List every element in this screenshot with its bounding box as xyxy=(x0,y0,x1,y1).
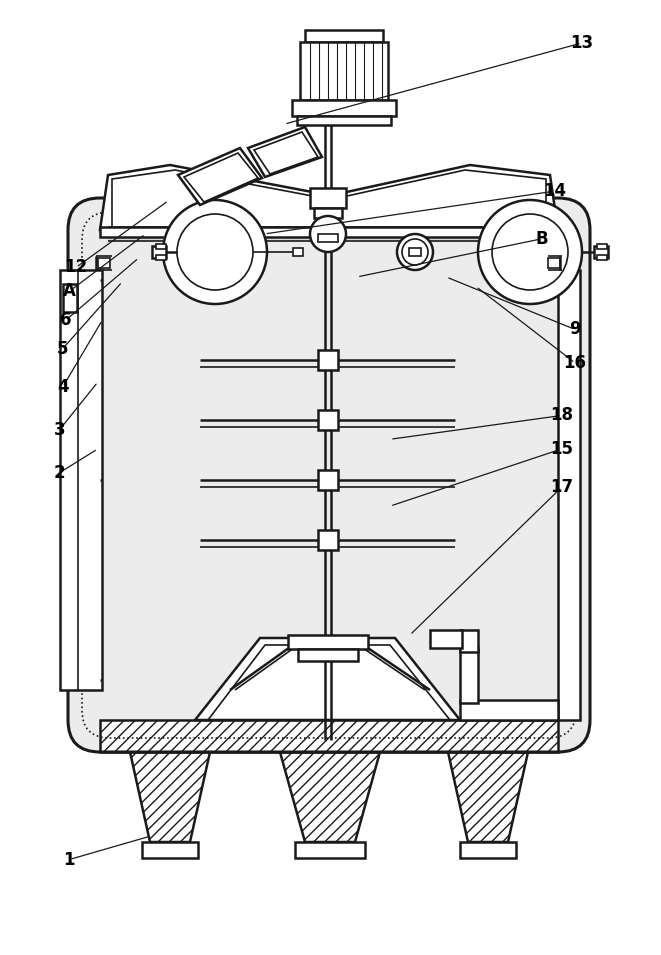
Polygon shape xyxy=(448,752,528,842)
FancyBboxPatch shape xyxy=(68,198,590,752)
Bar xyxy=(594,246,608,258)
Bar xyxy=(98,258,110,268)
Bar xyxy=(318,350,338,370)
Bar xyxy=(430,630,462,648)
Text: 6: 6 xyxy=(60,311,72,329)
Bar xyxy=(558,270,580,720)
Bar xyxy=(548,258,560,268)
Bar xyxy=(295,842,365,858)
Circle shape xyxy=(310,216,346,252)
Bar xyxy=(597,255,607,260)
Polygon shape xyxy=(248,127,322,177)
Bar xyxy=(297,116,391,125)
Text: 13: 13 xyxy=(570,34,593,52)
Bar xyxy=(460,842,516,858)
Text: A: A xyxy=(63,283,76,300)
Bar xyxy=(142,842,198,858)
Bar xyxy=(100,720,558,752)
Bar xyxy=(293,248,303,256)
Text: 18: 18 xyxy=(551,407,573,424)
Bar xyxy=(318,234,338,242)
Text: B: B xyxy=(535,230,549,247)
Bar xyxy=(108,227,550,241)
Text: 9: 9 xyxy=(569,321,581,338)
Bar xyxy=(156,244,166,249)
Bar xyxy=(63,284,77,312)
Bar xyxy=(318,410,338,430)
Text: 1: 1 xyxy=(63,851,75,868)
Bar xyxy=(318,470,338,490)
Bar xyxy=(460,630,478,652)
Bar xyxy=(460,648,478,703)
Circle shape xyxy=(163,200,267,304)
Polygon shape xyxy=(178,148,262,205)
Bar xyxy=(318,530,338,550)
Bar xyxy=(597,244,607,249)
Text: 15: 15 xyxy=(551,440,573,457)
Bar xyxy=(156,255,166,260)
Text: 3: 3 xyxy=(54,421,65,438)
Bar xyxy=(409,248,421,256)
Bar xyxy=(298,649,358,661)
Text: 16: 16 xyxy=(564,354,586,371)
Text: 5: 5 xyxy=(57,340,69,357)
Polygon shape xyxy=(100,165,328,230)
Bar xyxy=(300,42,388,100)
Polygon shape xyxy=(280,752,380,842)
Polygon shape xyxy=(333,165,558,230)
Text: 2: 2 xyxy=(54,464,65,481)
Bar xyxy=(310,188,346,208)
Polygon shape xyxy=(130,752,210,842)
Bar xyxy=(288,635,368,649)
Text: 12: 12 xyxy=(65,259,87,276)
Bar xyxy=(100,227,558,237)
Bar xyxy=(100,720,558,752)
Bar xyxy=(460,700,558,720)
Circle shape xyxy=(478,200,582,304)
Bar xyxy=(314,208,342,218)
Circle shape xyxy=(397,234,433,270)
Bar xyxy=(60,270,102,690)
Text: 14: 14 xyxy=(544,182,566,200)
Polygon shape xyxy=(195,638,460,720)
Bar xyxy=(292,100,396,116)
Text: 4: 4 xyxy=(57,378,69,395)
Text: 17: 17 xyxy=(551,478,573,496)
Bar xyxy=(305,30,383,42)
Bar xyxy=(152,246,166,258)
